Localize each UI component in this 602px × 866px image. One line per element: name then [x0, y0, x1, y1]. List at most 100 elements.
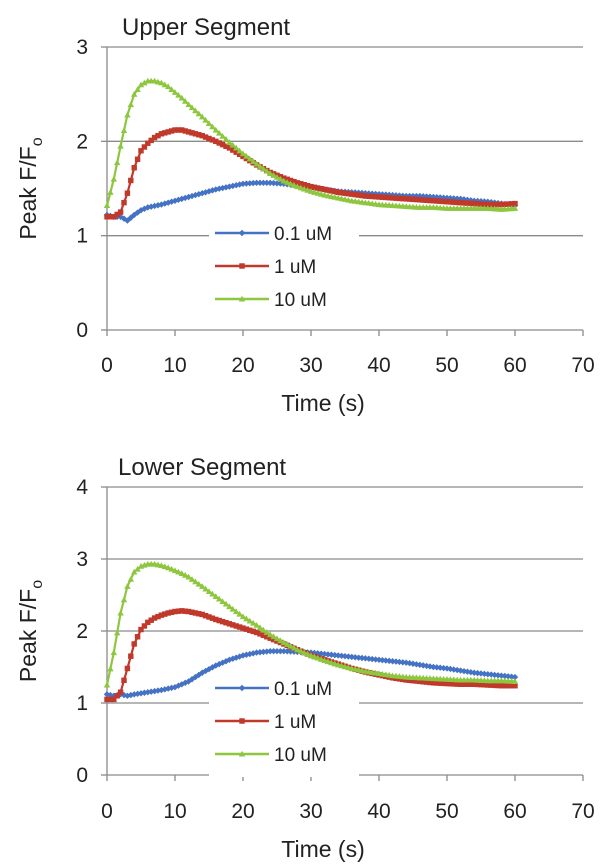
data-point — [315, 185, 321, 191]
data-point — [434, 198, 440, 204]
data-point — [417, 197, 423, 203]
x-tick-label: 60 — [503, 800, 526, 823]
data-point — [124, 217, 131, 224]
data-point — [267, 170, 274, 176]
data-point — [454, 199, 460, 206]
data-point — [138, 148, 144, 154]
data-point — [219, 618, 226, 625]
data-point — [206, 614, 212, 620]
data-point — [168, 565, 175, 572]
data-point — [273, 635, 281, 642]
data-point — [267, 635, 273, 641]
data-point — [185, 101, 192, 108]
data-point — [311, 653, 318, 660]
data-point — [124, 665, 131, 672]
data-point — [325, 187, 331, 193]
data-point — [155, 613, 161, 620]
data-point — [277, 647, 284, 655]
data-point — [491, 201, 498, 208]
data-point — [226, 656, 233, 663]
data-point — [471, 681, 477, 687]
data-point — [175, 608, 182, 614]
data-point — [172, 127, 178, 133]
legend-marker — [239, 263, 245, 269]
data-point — [263, 629, 270, 635]
chart-title: Lower Segment — [118, 454, 286, 481]
data-point — [362, 193, 369, 199]
data-point — [202, 585, 209, 592]
y-tick-label: 0 — [76, 764, 88, 787]
data-point — [423, 662, 430, 670]
data-point — [485, 201, 491, 208]
data-point — [127, 575, 134, 582]
data-point — [389, 195, 396, 201]
y-tick-label: 1 — [76, 225, 88, 248]
y-tick-label: 3 — [76, 36, 88, 59]
data-point — [437, 680, 443, 686]
data-point — [247, 627, 253, 633]
data-point — [447, 681, 454, 687]
data-point — [332, 188, 338, 195]
data-point — [192, 131, 199, 137]
data-point — [447, 665, 454, 673]
data-point — [417, 678, 423, 685]
legend-label: 0.1 uM — [274, 224, 332, 245]
data-point — [477, 670, 485, 677]
data-point — [263, 167, 270, 174]
data-point — [171, 683, 179, 691]
data-point — [308, 183, 314, 190]
data-point — [256, 163, 264, 169]
data-point — [263, 648, 270, 655]
data-point — [162, 130, 168, 136]
data-point — [399, 659, 406, 666]
legend-label: 0.1 uM — [274, 679, 332, 700]
data-point — [124, 692, 131, 699]
data-point — [291, 178, 297, 185]
legend-background — [209, 672, 359, 777]
data-point — [392, 658, 400, 665]
data-point — [162, 611, 168, 617]
data-point — [145, 619, 151, 626]
data-point — [216, 617, 222, 624]
data-point — [294, 183, 301, 190]
legend-marker — [238, 750, 246, 757]
data-point — [103, 681, 111, 688]
data-point — [121, 677, 127, 684]
data-point — [212, 126, 219, 133]
data-point — [104, 214, 110, 220]
data-point — [331, 660, 338, 667]
data-point — [219, 659, 226, 666]
data-point — [236, 147, 243, 154]
data-point — [488, 682, 494, 688]
data-point — [243, 626, 250, 632]
data-point — [443, 665, 451, 672]
data-point — [171, 89, 179, 95]
data-point — [406, 660, 413, 667]
data-point — [155, 132, 161, 139]
data-point — [413, 196, 420, 203]
data-point — [182, 608, 188, 614]
data-point — [488, 671, 495, 678]
data-point — [511, 673, 519, 681]
data-point — [379, 656, 386, 664]
data-point — [260, 632, 267, 639]
data-point — [205, 665, 213, 673]
data-point — [216, 140, 222, 146]
data-point — [145, 140, 151, 146]
data-point — [498, 201, 505, 208]
data-point — [427, 679, 433, 686]
data-point — [154, 202, 162, 209]
data-point — [260, 165, 267, 172]
data-point — [144, 689, 151, 696]
data-point — [179, 127, 185, 133]
y-axis-title-subscript: o — [29, 137, 46, 146]
data-point — [178, 570, 185, 576]
y-tick-label: 2 — [76, 620, 88, 643]
data-point — [294, 180, 301, 186]
data-point — [138, 626, 144, 633]
data-point — [171, 197, 179, 204]
data-point — [107, 665, 114, 672]
data-point — [216, 595, 223, 602]
data-point — [304, 186, 311, 193]
x-tick-label: 70 — [571, 800, 594, 823]
